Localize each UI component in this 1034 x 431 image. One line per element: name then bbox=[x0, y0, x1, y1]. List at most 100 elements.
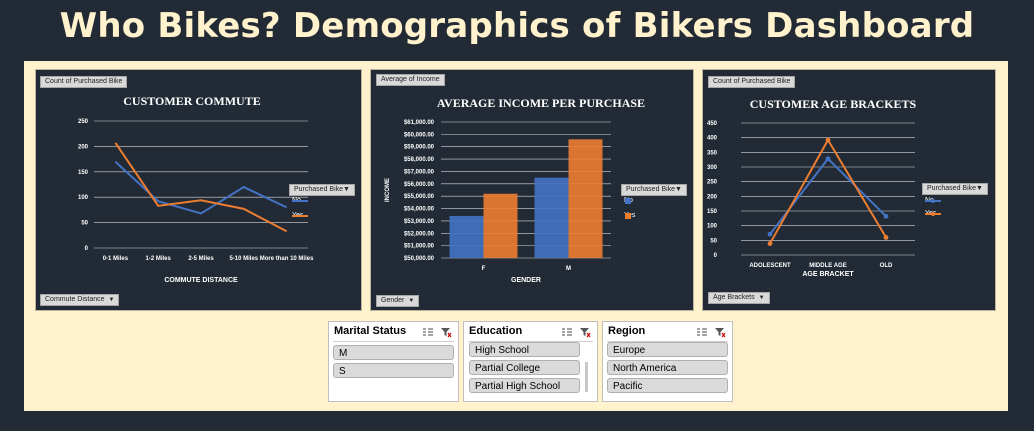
y-tick-label: 100 bbox=[78, 195, 89, 201]
legend-yes: Yes bbox=[925, 210, 941, 217]
legend-yes: Yes bbox=[624, 212, 635, 219]
commute-distance-field-button[interactable]: Commute Distance ▼ bbox=[40, 294, 120, 306]
y-tick-label: 250 bbox=[78, 119, 89, 125]
x-tick-label: ADOLESCENT bbox=[749, 263, 791, 269]
x-tick-label: 0-1 Miles bbox=[103, 256, 129, 262]
value-field-label: Count of Purchased Bike bbox=[713, 78, 791, 85]
x-tick-label: 2-5 Miles bbox=[188, 256, 214, 262]
y-tick-label: 250 bbox=[707, 180, 718, 186]
series-line-no bbox=[114, 160, 288, 215]
legend-no-swatch-icon bbox=[625, 198, 631, 204]
y-tick-label: $55,000.00 bbox=[404, 194, 435, 200]
y-tick-label: $52,000.00 bbox=[404, 231, 435, 237]
purchased-bike-legend-button[interactable]: Purchased Bike▼ bbox=[289, 184, 355, 196]
series-line-yes bbox=[114, 142, 288, 233]
legend-yes-line-icon bbox=[925, 212, 941, 216]
purchased-bike-legend-button[interactable]: Purchased Bike▼ bbox=[922, 183, 988, 195]
chevron-down-icon: ▼ bbox=[343, 186, 350, 193]
series-line-yes bbox=[769, 138, 887, 245]
y-tick-label: $58,000.00 bbox=[404, 157, 435, 163]
slicer-item-s[interactable]: S bbox=[333, 363, 454, 378]
slicer-item-m[interactable]: M bbox=[333, 345, 454, 360]
income-chart-panel[interactable]: Average of Income AVERAGE INCOME PER PUR… bbox=[370, 69, 694, 311]
data-point-yes bbox=[883, 235, 889, 240]
gender-field-button[interactable]: Gender ▼ bbox=[376, 295, 420, 307]
bar-no bbox=[449, 215, 484, 258]
bar-no bbox=[534, 177, 569, 258]
commute-chart-panel[interactable]: Count of Purchased Bike CUSTOMER COMMUTE… bbox=[35, 69, 362, 311]
y-tick-label: 50 bbox=[710, 238, 717, 244]
y-axis-title: INCOME bbox=[385, 178, 391, 202]
chart-title: CUSTOMER AGE BRACKETS bbox=[750, 97, 917, 111]
age-brackets-field-button[interactable]: Age Brackets ▼ bbox=[708, 292, 770, 304]
slicer-item-high-school[interactable]: High School bbox=[469, 342, 580, 357]
x-tick-label: OLD bbox=[880, 263, 893, 269]
age-line-chart: CUSTOMER AGE BRACKETS 450 400 350 300 250 200 1… bbox=[707, 97, 917, 278]
y-tick-label: $56,000.00 bbox=[404, 182, 435, 188]
bar-yes bbox=[568, 139, 603, 258]
y-tick-label: $50,000.00 bbox=[404, 256, 435, 262]
chart-title: CUSTOMER COMMUTE bbox=[123, 94, 260, 108]
x-tick-label: M bbox=[566, 266, 571, 272]
slicer-item-north-america[interactable]: North America bbox=[607, 360, 728, 375]
clear-filter-icon[interactable] bbox=[579, 326, 591, 338]
slicer-item-partial-college[interactable]: Partial College bbox=[469, 360, 580, 375]
x-tick-label: 5-10 Miles bbox=[229, 256, 258, 262]
count-of-purchased-bike-field-button[interactable]: Count of Purchased Bike bbox=[708, 76, 796, 88]
education-slicer[interactable]: Education High School Partial College Pa… bbox=[463, 321, 598, 402]
clear-filter-icon[interactable] bbox=[714, 326, 726, 338]
x-tick-label: 1-2 Miles bbox=[146, 256, 172, 262]
multi-select-icon[interactable] bbox=[561, 326, 573, 338]
y-tick-label: 150 bbox=[707, 209, 718, 215]
chevron-down-icon: ▼ bbox=[108, 297, 115, 303]
y-tick-label: $57,000.00 bbox=[404, 169, 435, 175]
y-tick-label: $59,000.00 bbox=[404, 145, 435, 151]
marital-status-slicer[interactable]: Marital Status M S bbox=[328, 321, 459, 402]
x-axis-title: GENDER bbox=[511, 277, 541, 284]
slicer-divider bbox=[333, 341, 454, 342]
data-point-yes bbox=[767, 241, 773, 246]
value-field-label: Average of Income bbox=[381, 76, 440, 83]
y-tick-label: 450 bbox=[707, 121, 718, 127]
value-field-label: Count of Purchased Bike bbox=[45, 78, 123, 85]
y-tick-label: 150 bbox=[78, 170, 89, 176]
y-tick-label: $61,000.00 bbox=[404, 120, 435, 126]
axis-field-label: Gender bbox=[381, 297, 405, 304]
slicer-divider bbox=[607, 341, 728, 342]
slicer-header: Region bbox=[608, 325, 646, 337]
x-tick-label: More than 10 Miles bbox=[260, 256, 314, 262]
average-of-income-field-button[interactable]: Average of Income bbox=[376, 74, 445, 86]
slicer-item-partial-high-school[interactable]: Partial High School bbox=[469, 378, 580, 393]
data-point-no bbox=[883, 213, 889, 219]
purchased-bike-legend-button[interactable]: Purchased Bike▼ bbox=[621, 184, 687, 196]
slicer-scrollbar[interactable] bbox=[585, 362, 588, 392]
y-tick-label: 350 bbox=[707, 150, 718, 156]
clear-filter-icon[interactable] bbox=[440, 326, 452, 338]
x-tick-label: F bbox=[482, 266, 486, 272]
chevron-down-icon: ▼ bbox=[675, 186, 682, 193]
count-of-purchased-bike-field-button[interactable]: Count of Purchased Bike bbox=[40, 76, 128, 88]
multi-select-icon[interactable] bbox=[422, 326, 434, 338]
slicer-header: Marital Status bbox=[334, 325, 407, 337]
y-tick-label: 200 bbox=[78, 144, 89, 150]
region-slicer[interactable]: Region Europe North America Pacific bbox=[602, 321, 733, 402]
legend-field-label: Purchased Bike bbox=[927, 185, 977, 192]
y-tick-label: 50 bbox=[81, 221, 88, 227]
commute-line-chart: CUSTOMER COMMUTE 250 200 150 100 50 0 0-1 Miles… bbox=[78, 94, 314, 284]
slicer-item-europe[interactable]: Europe bbox=[607, 342, 728, 357]
legend-no-line-icon bbox=[925, 199, 941, 203]
data-point-no bbox=[825, 156, 831, 162]
income-bar-chart: AVERAGE INCOME PER PURCHASE $61,000.00 $60… bbox=[385, 96, 645, 284]
legend-yes-line-icon bbox=[292, 215, 308, 217]
y-tick-label: $51,000.00 bbox=[404, 244, 435, 250]
legend-no: No bbox=[925, 197, 941, 204]
y-tick-label: 200 bbox=[707, 194, 718, 200]
multi-select-icon[interactable] bbox=[696, 326, 708, 338]
slicer-item-pacific[interactable]: Pacific bbox=[607, 378, 728, 393]
y-tick-label: 300 bbox=[707, 165, 718, 171]
age-chart-panel[interactable]: Count of Purchased Bike CUSTOMER AGE BRA… bbox=[702, 69, 996, 311]
chevron-down-icon: ▼ bbox=[408, 298, 415, 304]
chart-title: AVERAGE INCOME PER PURCHASE bbox=[437, 96, 645, 110]
y-tick-label: 0 bbox=[714, 253, 718, 259]
x-axis-title: COMMUTE DISTANCE bbox=[164, 277, 238, 284]
